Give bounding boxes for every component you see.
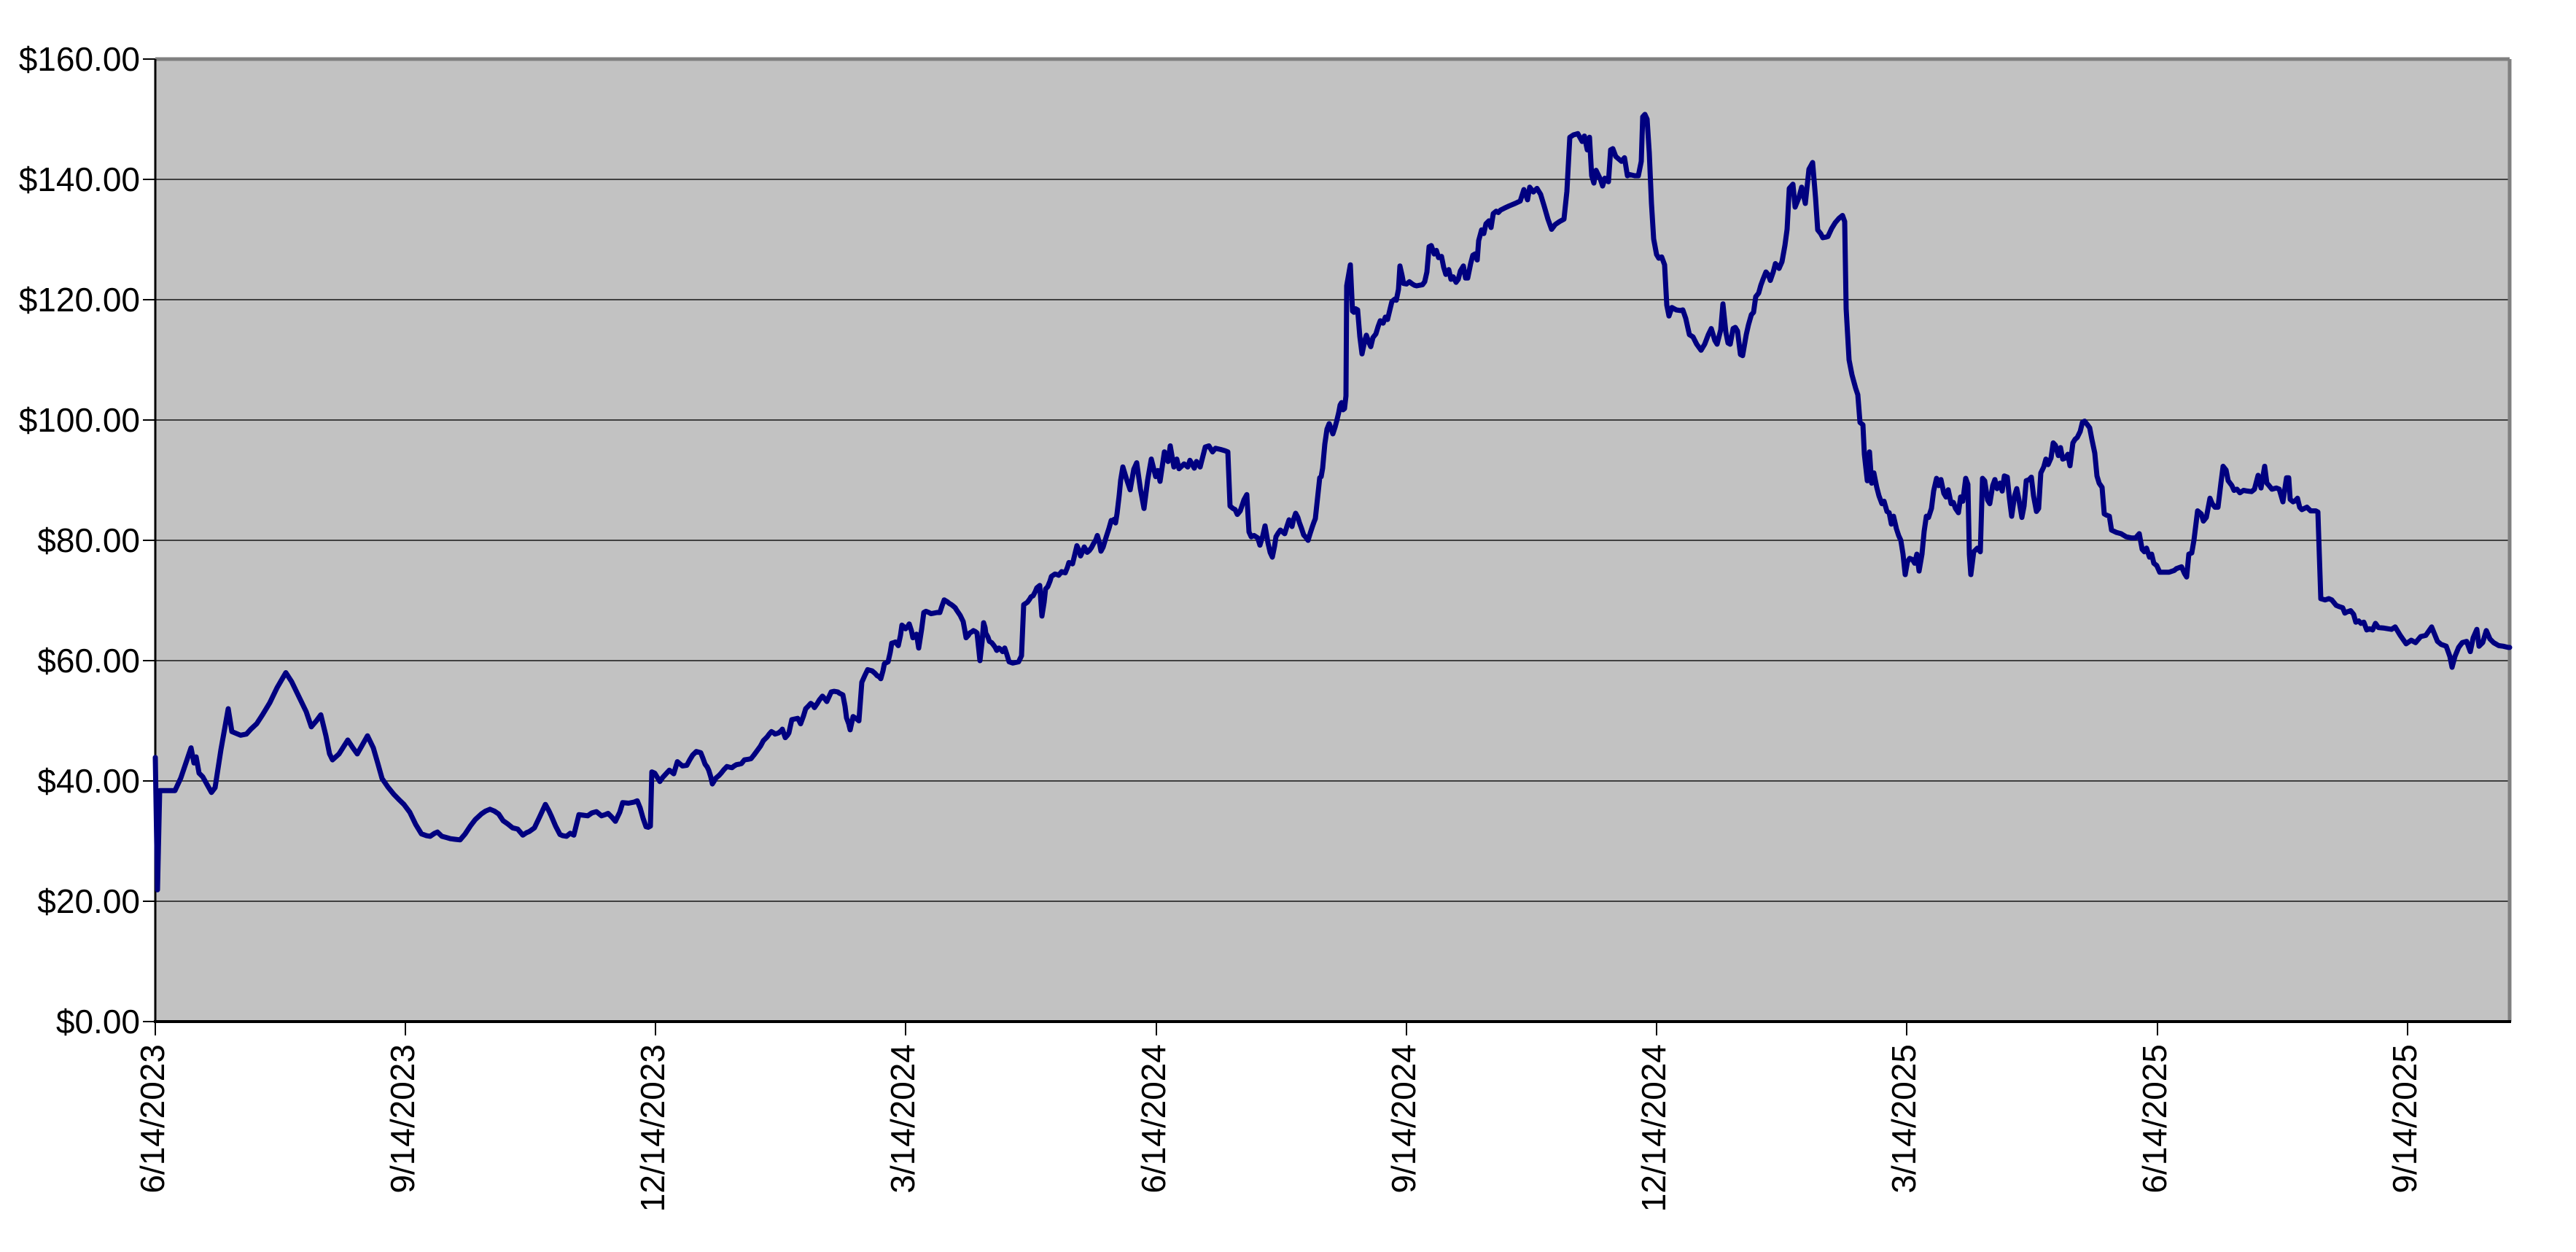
x-axis-label: 6/14/2023 [133, 1044, 171, 1194]
y-axis-label: $160.00 [19, 40, 140, 78]
y-axis-label: $40.00 [37, 762, 140, 800]
y-axis-label: $140.00 [19, 160, 140, 198]
y-axis-label: $0.00 [56, 1003, 140, 1041]
y-axis-label: $20.00 [37, 882, 140, 920]
y-axis-label: $60.00 [37, 642, 140, 680]
price-line-series [152, 112, 2513, 893]
x-axis-label: 9/14/2023 [384, 1044, 421, 1194]
x-axis-label: 9/14/2024 [1385, 1044, 1423, 1194]
x-axis-label: 12/14/2023 [634, 1044, 672, 1212]
x-axis-label: 6/14/2024 [1135, 1044, 1172, 1194]
x-axis-label: 12/14/2024 [1635, 1044, 1673, 1212]
x-axis-label: 3/14/2025 [1885, 1044, 1923, 1194]
x-axis-label: 9/14/2025 [2386, 1044, 2424, 1194]
x-axis-label: 6/14/2025 [2136, 1044, 2174, 1194]
y-axis-label: $100.00 [19, 401, 140, 439]
x-axis-label: 3/14/2024 [884, 1044, 922, 1194]
y-axis-label: $120.00 [19, 281, 140, 319]
y-axis-label: $80.00 [37, 521, 140, 559]
